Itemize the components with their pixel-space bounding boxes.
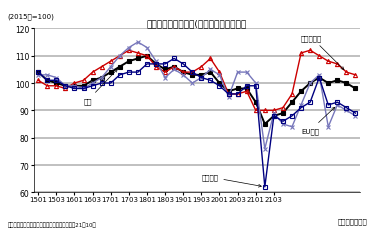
Text: EU向け: EU向け xyxy=(301,108,335,134)
Title: 地域別輸出数量指数(季節調整値）の推移: 地域別輸出数量指数(季節調整値）の推移 xyxy=(147,19,247,28)
Text: 全体: 全体 xyxy=(84,70,117,104)
Text: （年・四半期）: （年・四半期） xyxy=(338,218,368,224)
Text: 米国向け: 米国向け xyxy=(201,174,261,187)
Text: アジア向け: アジア向け xyxy=(301,35,344,70)
Text: （資料）財務省「貿易統計」　　（注）直近は21年10月: （資料）財務省「貿易統計」 （注）直近は21年10月 xyxy=(8,221,96,227)
Text: (2015年=100): (2015年=100) xyxy=(8,14,54,20)
